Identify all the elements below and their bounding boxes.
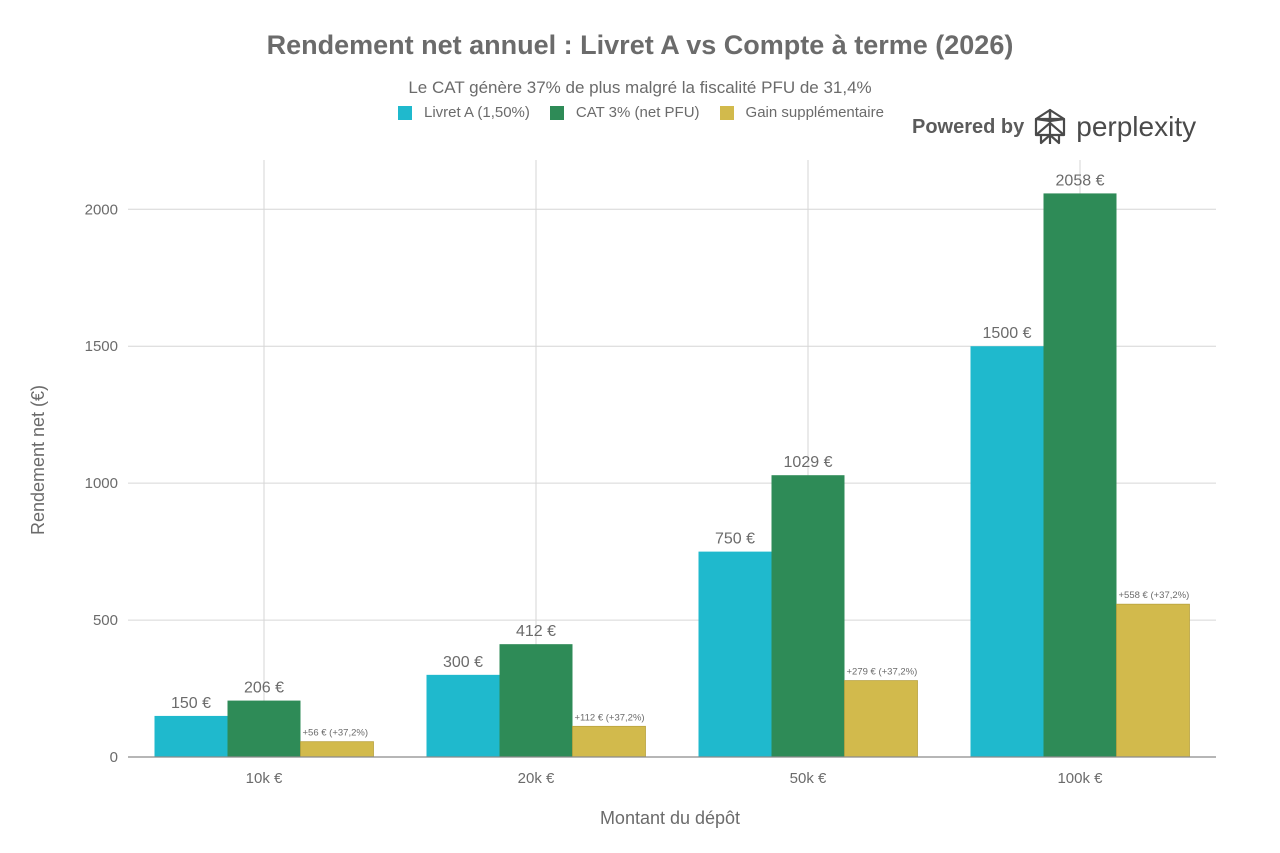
data-label: 750 € (715, 531, 755, 548)
legend-item-cat[interactable]: CAT 3% (net PFU) (549, 104, 700, 121)
data-label: 1500 € (983, 325, 1032, 342)
bar-cat[interactable] (227, 700, 301, 757)
perplexity-wordmark: perplexity (1076, 111, 1197, 142)
bar-gain[interactable] (1116, 603, 1190, 758)
data-label: 300 € (443, 654, 483, 671)
data-label: 206 € (244, 680, 284, 697)
data-label: 2058 € (1056, 172, 1105, 189)
powered-by-perplexity: Powered by perplexity (912, 108, 1196, 146)
bar-gain[interactable] (844, 680, 918, 758)
bar-livret-a[interactable] (698, 551, 772, 757)
bar-gain[interactable] (572, 725, 646, 758)
y-tick-label: 1500 (85, 338, 118, 355)
data-label: +56 € (+37,2%) (303, 728, 369, 739)
data-label: 412 € (516, 623, 556, 640)
data-label: 1029 € (784, 454, 833, 471)
bar-cat[interactable] (771, 475, 845, 757)
legend-swatch-livret-a (398, 105, 412, 120)
legend-swatch-gain (719, 105, 734, 120)
powered-by-label: Powered by (912, 115, 1025, 138)
perplexity-logo-icon (1035, 108, 1066, 145)
y-axis-title: Rendement net (€) (28, 385, 48, 535)
y-tick-label: 2000 (85, 201, 118, 218)
chart-subtitle: Le CAT génère 37% de plus malgré la fisc… (408, 78, 872, 97)
axes: 0 500 1000 1500 2000 10k € 20k € 50k € 100k € (85, 201, 1216, 787)
bar-cat[interactable] (1043, 193, 1117, 757)
data-label: +279 € (+37,2%) (847, 667, 918, 678)
chart-title: Rendement net annuel : Livret A vs Compt… (266, 30, 1014, 60)
data-labels: 150 € 300 € 750 € 1500 € 206 € 412 € 1029 € 205… (171, 172, 1189, 738)
bar-livret-a[interactable] (426, 674, 500, 757)
x-tick-label: 50k € (790, 770, 827, 787)
legend-label-livret-a: Livret A (1,50%) (424, 104, 530, 121)
bar-gain[interactable] (300, 741, 374, 758)
bar-cat[interactable] (499, 644, 573, 757)
data-label: 150 € (171, 695, 211, 712)
legend-swatch-cat (549, 105, 564, 120)
x-axis-title: Montant du dépôt (600, 808, 740, 828)
y-tick-label: 500 (93, 612, 118, 629)
legend-label-cat: CAT 3% (net PFU) (575, 104, 700, 121)
legend-item-livret-a[interactable]: Livret A (1,50%) (398, 104, 530, 121)
chart-legend: Livret A (1,50%) CAT 3% (net PFU) Gain s… (398, 104, 904, 121)
bar-livret-a[interactable] (970, 346, 1044, 757)
y-tick-label: 0 (110, 749, 118, 766)
bar-livret-a[interactable] (154, 715, 228, 757)
data-label: +558 € (+37,2%) (1119, 590, 1190, 601)
x-tick-label: 10k € (246, 770, 283, 787)
data-label: +112 € (+37,2%) (575, 712, 645, 723)
bars (154, 193, 1190, 758)
y-tick-label: 1000 (85, 475, 118, 492)
legend-item-gain[interactable]: Gain supplémentaire (719, 104, 884, 121)
x-tick-label: 100k € (1057, 770, 1103, 787)
x-tick-label: 20k € (518, 770, 555, 787)
legend-label-gain: Gain supplémentaire (745, 104, 884, 121)
